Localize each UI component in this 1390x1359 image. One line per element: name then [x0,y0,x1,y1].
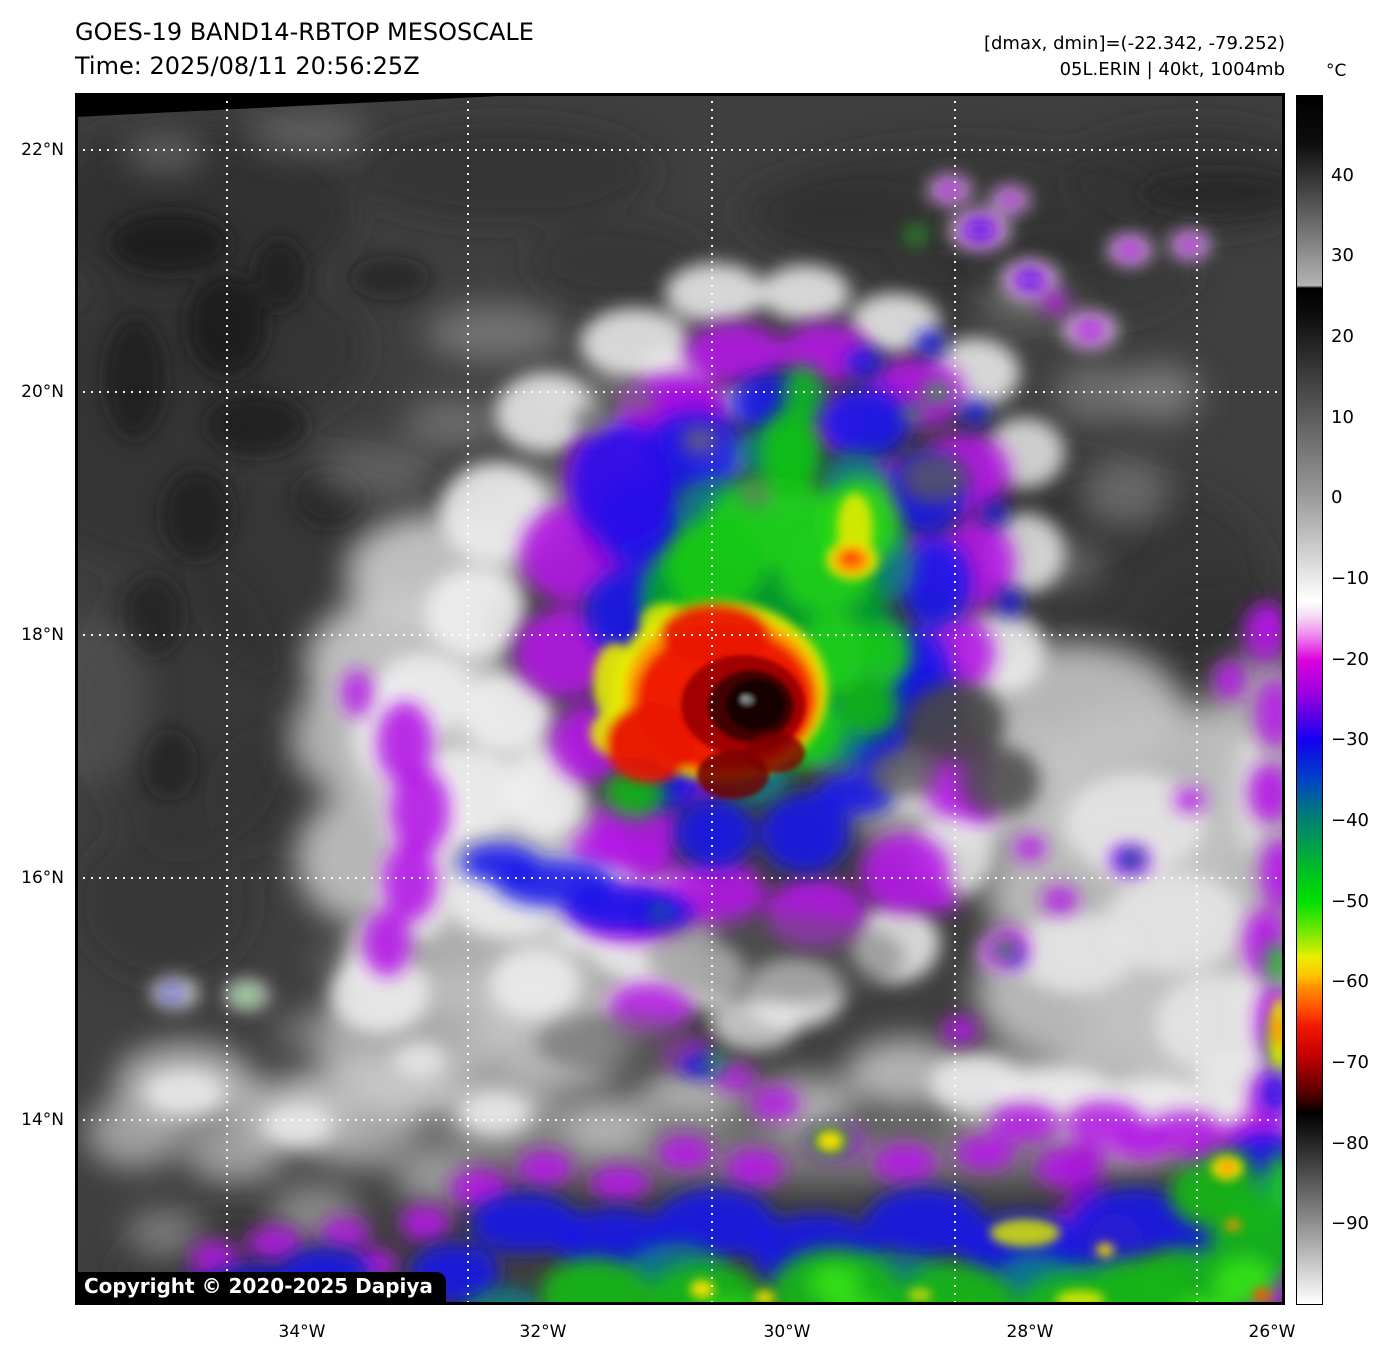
ytick-18n: 18°N [21,625,64,645]
timestamp-label: Time: 2025/08/11 20:56:25Z [75,52,420,80]
dmax-dmin-label: [dmax, dmin]=(-22.342, -79.252) [983,33,1285,54]
colorbar-tick-labels: 40 30 20 10 0 −10 −20 −30 −40 −50 −60 −7… [1331,95,1381,1305]
xtick-34w: 34°W [278,1322,326,1342]
colorbar-unit-label: °C [1326,61,1347,81]
cloud-field-blobs [75,113,1285,1305]
cbar-tick: 0 [1331,487,1343,508]
xtick-30w: 30°W [763,1322,811,1342]
cbar-tick: −10 [1331,568,1369,589]
ytick-20n: 20°N [21,382,64,402]
temperature-colorbar [1296,95,1323,1305]
cbar-tick: −60 [1331,971,1369,992]
storm-info-label: 05L.ERIN | 40kt, 1004mb [1059,59,1285,80]
cbar-tick: −70 [1331,1052,1369,1073]
cbar-tick: 30 [1331,245,1354,266]
page-title: GOES-19 BAND14-RBTOP MESOSCALE [75,18,534,46]
ytick-16n: 16°N [21,868,64,888]
cbar-tick: −50 [1331,891,1369,912]
cbar-tick: −20 [1331,649,1369,670]
cbar-tick: −80 [1331,1133,1369,1154]
xtick-32w: 32°W [519,1322,567,1342]
xtick-28w: 28°W [1006,1322,1054,1342]
cbar-tick: −30 [1331,729,1369,750]
cbar-tick: −40 [1331,810,1369,831]
cbar-tick: −90 [1331,1213,1369,1234]
cbar-tick: 20 [1331,326,1354,347]
satellite-ir-image: Copyright © 2020-2025 Dapiya [75,93,1285,1305]
xtick-26w: 26°W [1248,1322,1296,1342]
cbar-tick: 10 [1331,407,1354,428]
map-border [75,93,1285,1305]
copyright-badge: Copyright © 2020-2025 Dapiya [75,1272,446,1303]
latlon-gridlines [75,93,1285,1305]
image-stats-block: [dmax, dmin]=(-22.342, -79.252) 05L.ERIN… [984,31,1285,83]
cbar-tick: 40 [1331,165,1354,186]
satellite-ir-canvas [75,93,1285,1305]
ytick-22n: 22°N [21,140,64,160]
no-data-wedge [75,93,561,117]
ytick-14n: 14°N [21,1110,64,1130]
